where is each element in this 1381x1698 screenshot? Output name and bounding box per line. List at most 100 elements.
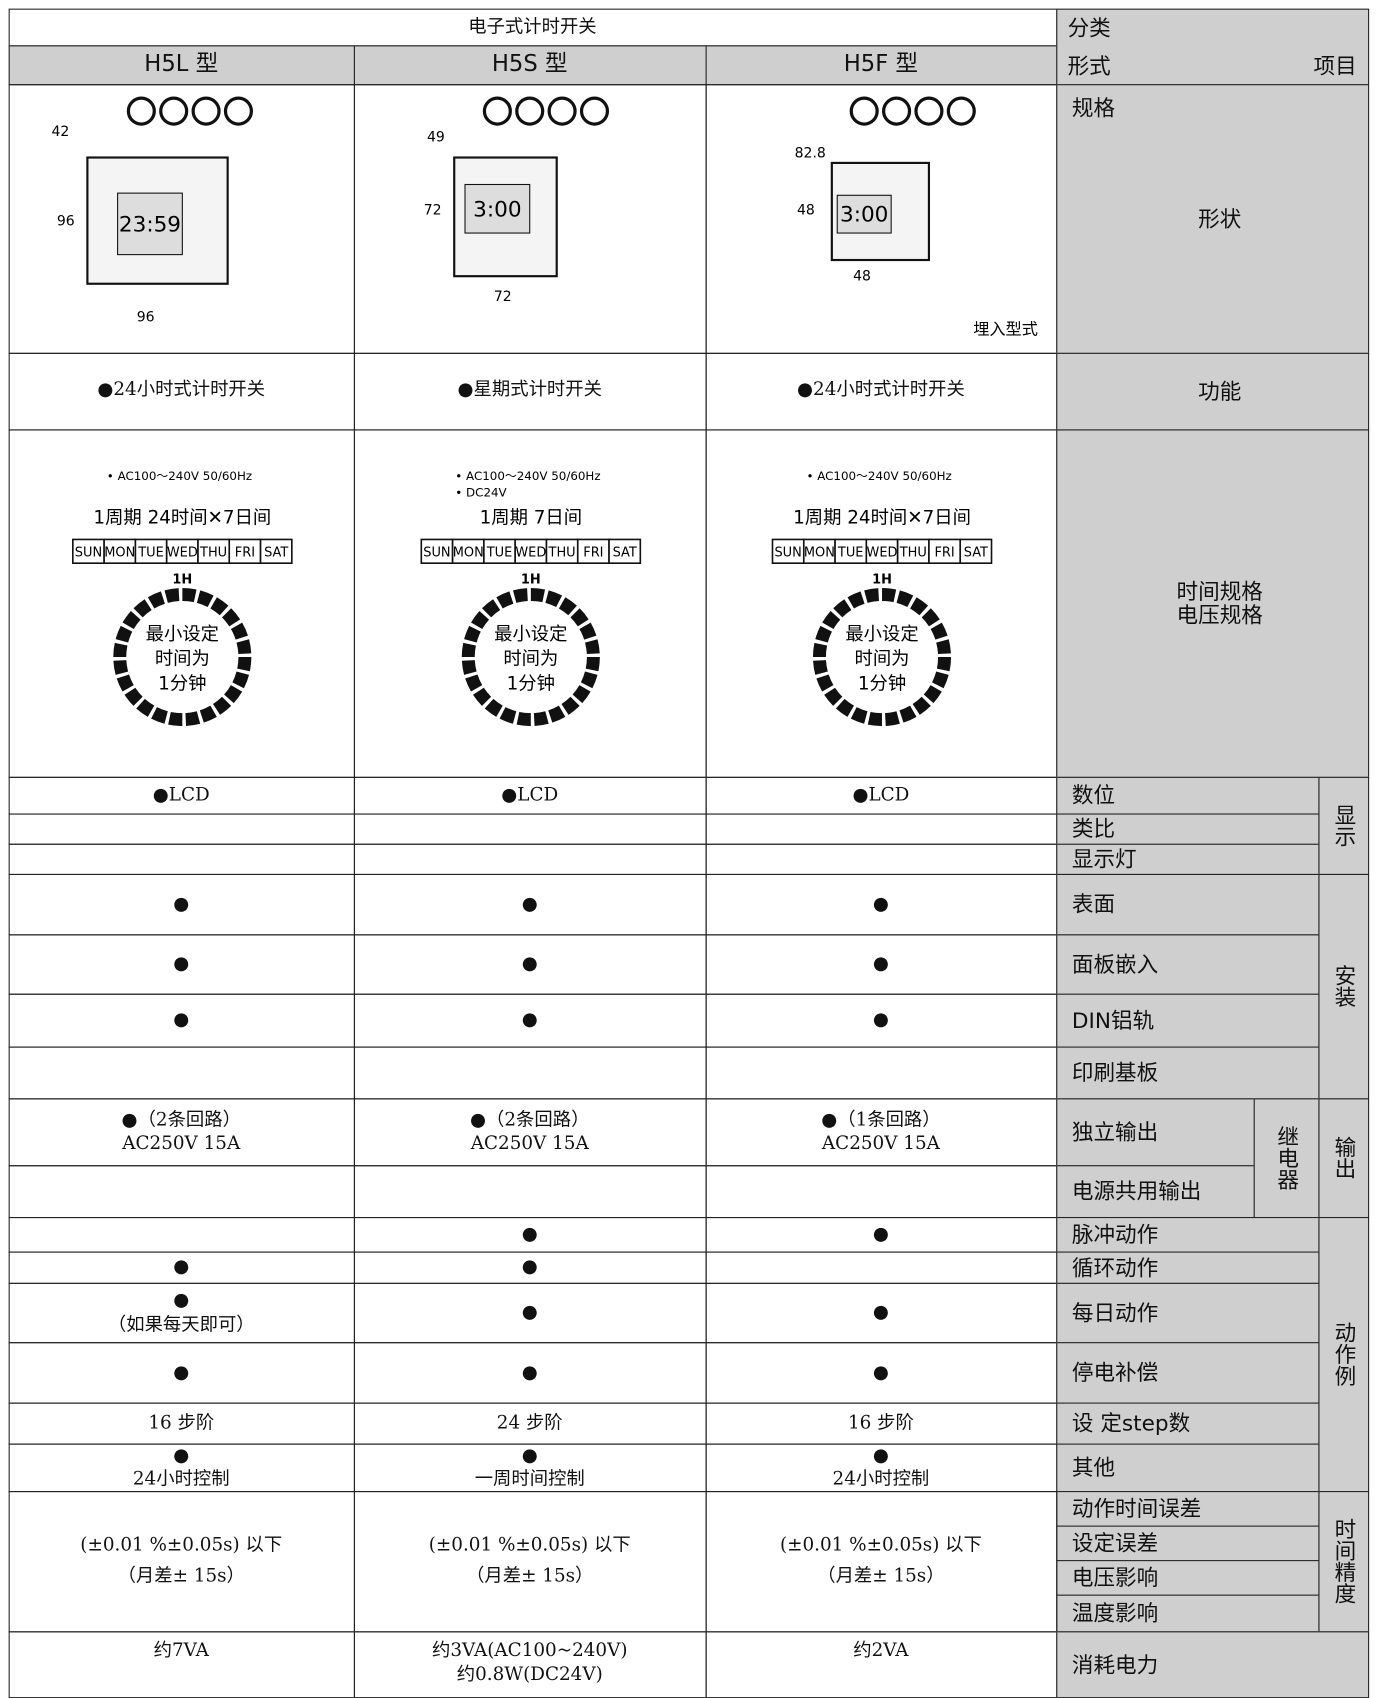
data-cell: (±0.01 %±0.05s) 以下 （月差± 15s） [705, 1490, 1057, 1632]
data-cell: 16 步阶 [8, 1402, 355, 1445]
hour-mark: 1H [172, 573, 192, 588]
cell-line: （如果每天即可） [107, 1313, 255, 1336]
item: 项目 [1313, 52, 1357, 79]
day: FRI [583, 546, 603, 561]
data-cell: ● [353, 993, 707, 1048]
day: MON [804, 546, 835, 561]
label: 印刷基板 [1071, 1059, 1159, 1086]
data-cell: ● [705, 933, 1057, 995]
timing-drawing: • AC100～240V 50/60Hz 1周期 24时间✕7日间 SUN MON TU… [72, 469, 293, 727]
label: 温度影响 [1071, 1600, 1159, 1626]
shape-label-text: 形状 [1198, 205, 1242, 232]
label: 设定误差 [1071, 1529, 1159, 1556]
data-cell: ● [353, 1282, 707, 1343]
group-title: 电子式计时开关 [468, 16, 597, 38]
day: WED [167, 546, 198, 561]
data-cell: ● [705, 1282, 1057, 1343]
data-cell: ● [705, 1216, 1057, 1253]
row-label: 电源共用输出 [1055, 1164, 1255, 1218]
data-cell: ●（1条回路） AC250V 15A [705, 1097, 1057, 1166]
product-drawing: 3:00 49 72 72 [424, 96, 610, 305]
cell-text: 约2VA [853, 1639, 909, 1661]
data-cell [353, 843, 707, 875]
data-cell [8, 1216, 355, 1253]
group-header: 电子式计时开关 [8, 8, 1057, 46]
data-cell: ● [353, 933, 707, 995]
mount-note: 埋入型式 [973, 319, 1038, 338]
group-label: 动作例 [1317, 1216, 1369, 1492]
data-cell: 约2VA [705, 1630, 1057, 1698]
day: MON [104, 546, 135, 561]
data-cell: 约7VA [8, 1630, 355, 1698]
cell-line: （月差± 15s） [817, 1565, 945, 1588]
period: 1周期 7日间 [480, 507, 582, 528]
function-label: 功能 [1055, 352, 1369, 430]
day: WED [515, 546, 546, 561]
hour-mark: 1H [521, 573, 541, 588]
cell-text: ● [173, 893, 190, 915]
data-cell: ● [353, 873, 707, 935]
lcd [836, 194, 892, 234]
cell-text: ●LCD [852, 784, 910, 806]
cell-text: 16 步阶 [148, 1412, 215, 1434]
row-label: 独立输出 [1055, 1097, 1255, 1166]
cell-text: ● [521, 1009, 538, 1031]
data-cell [353, 812, 707, 845]
label-line: 时间规格 [1176, 578, 1263, 605]
row-label: 消耗电力 [1055, 1630, 1369, 1698]
min-setting: 最小设定 [494, 624, 567, 645]
cert-icon [191, 96, 221, 126]
label: 数位 [1071, 782, 1116, 809]
data-cell [8, 843, 355, 875]
function-text: ●24小时式计时开关 [97, 378, 266, 400]
data-cell [8, 1164, 355, 1218]
cell-line: ●（2条回路） [121, 1109, 241, 1131]
timing-cell: • AC100～240V 50/60Hz • DC24V 1周期 7日间 SUN MON… [353, 428, 707, 778]
voltage: • AC100～240V 50/60Hz [806, 469, 951, 483]
timing-label: 时间规格 电压规格 [1055, 428, 1369, 778]
function-cell: ●24小时式计时开关 [705, 352, 1057, 430]
product-drawing: 3:00 82.8 48 48 埋入型式 [795, 96, 1038, 338]
day: MON [453, 546, 484, 561]
min-setting: 时间为 [855, 649, 910, 670]
data-cell: ●（2条回路） AC250V 15A [8, 1097, 355, 1166]
dimension: 48 [797, 203, 815, 219]
cell-text: ● [173, 1361, 190, 1384]
data-cell: ● [8, 993, 355, 1048]
cell-text: ● [872, 1301, 889, 1324]
min-setting: 1分钟 [158, 673, 206, 694]
data-cell [705, 843, 1057, 875]
lcd-text: 3:00 [473, 197, 521, 222]
form: 形式 [1067, 52, 1111, 79]
label: 其他 [1071, 1454, 1116, 1481]
day: WED [867, 546, 898, 561]
dial [461, 588, 600, 727]
label: 电压影响 [1071, 1564, 1159, 1591]
data-cell [705, 1164, 1057, 1218]
day-box [608, 538, 642, 564]
group-name: 安装 [1330, 964, 1357, 1008]
data-cell: ● 24小时控制 [705, 1443, 1057, 1492]
cell-line: （月差± 15s） [117, 1565, 245, 1588]
cell-text: ● [521, 953, 538, 975]
cert-icon [126, 96, 156, 126]
function-text: ●星期式计时开关 [457, 378, 602, 400]
data-cell: 24 步阶 [353, 1402, 707, 1445]
cell-text: ● [173, 1256, 190, 1278]
row-label: 设定误差 [1055, 1525, 1319, 1561]
dimension: 82.8 [795, 146, 826, 162]
cert-icon [515, 96, 545, 126]
cell-line: 一周时间控制 [474, 1468, 585, 1490]
timing-cell: • AC100～240V 50/60Hz 1周期 24时间✕7日间 SUN MON TU… [8, 428, 355, 778]
data-cell: ●LCD [705, 776, 1057, 815]
day-box [259, 538, 293, 564]
cell-text: ● [173, 953, 190, 975]
data-cell: ● [353, 1341, 707, 1404]
cell-line: ● [521, 1444, 538, 1467]
row-label: 其他 [1055, 1443, 1319, 1492]
cell-line: ● [872, 1444, 889, 1467]
row-label: DIN铝轨 [1055, 993, 1319, 1048]
cell-text: ● [872, 1223, 889, 1245]
model-name: H5F 型 [843, 51, 919, 77]
